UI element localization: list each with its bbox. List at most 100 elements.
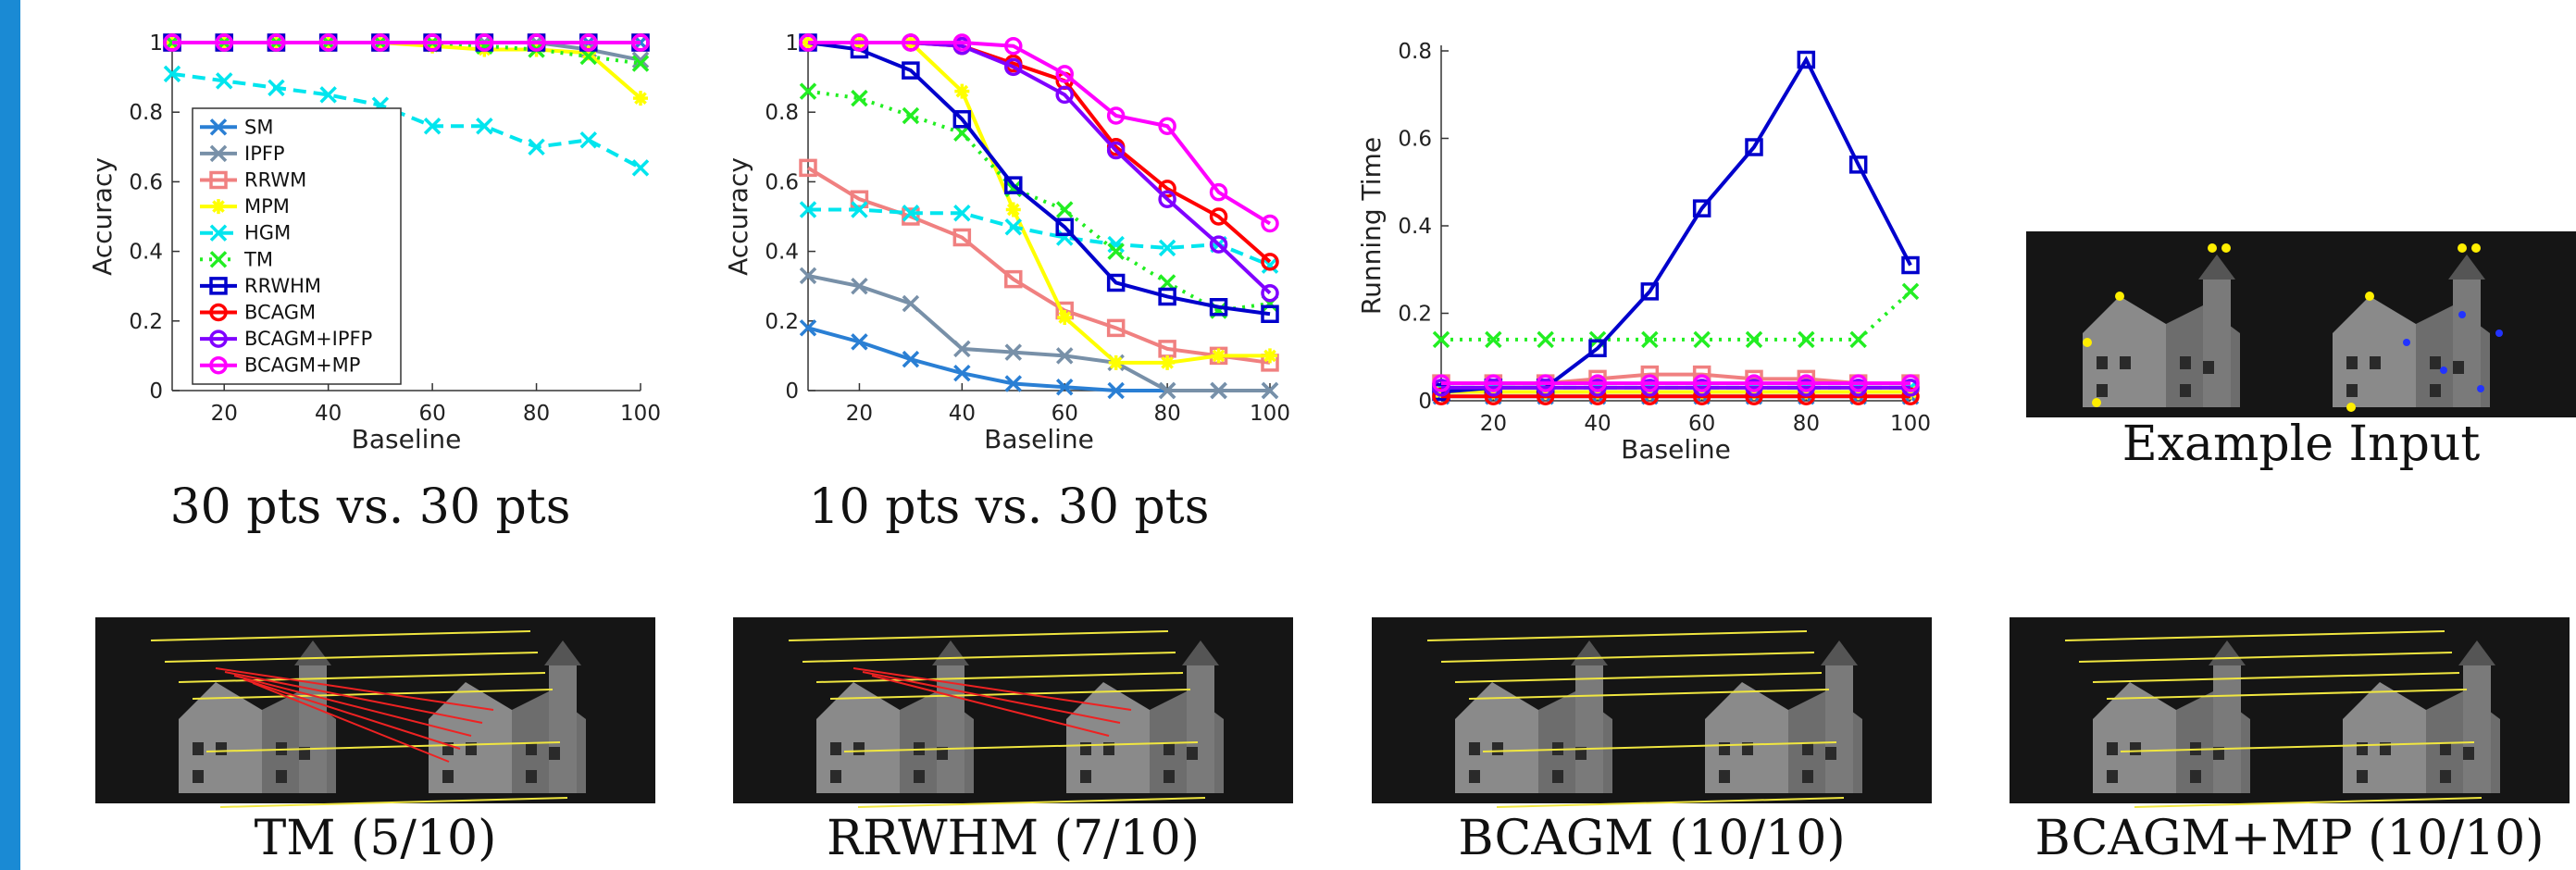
legend-label: TM	[243, 248, 273, 270]
match-line	[2064, 630, 2445, 641]
data-point	[1055, 85, 1074, 105]
y-tick-label: 0.8	[129, 101, 163, 125]
series-line	[807, 273, 1270, 392]
x-tick-label: 60	[418, 402, 445, 426]
data-point	[631, 159, 650, 177]
data-point	[1588, 374, 1607, 392]
x-tick-label: 100	[1890, 412, 1931, 436]
data-point	[1209, 183, 1228, 202]
x-tick-label: 40	[1584, 412, 1611, 436]
data-point	[1158, 239, 1176, 257]
data-point	[1484, 374, 1503, 392]
y-tick-label: 0.4	[129, 241, 163, 265]
data-point	[954, 83, 970, 99]
data-point	[1108, 354, 1124, 370]
data-point	[1798, 330, 1815, 349]
data-point	[1537, 330, 1554, 349]
legend-label: RRWHM	[244, 275, 321, 297]
series-line	[172, 41, 642, 100]
x-tick-label: 100	[1250, 402, 1290, 426]
match-line	[219, 797, 568, 808]
data-point	[1210, 381, 1227, 400]
data-point	[953, 205, 971, 222]
data-point	[527, 33, 546, 52]
data-point	[1004, 375, 1023, 392]
side-bar	[0, 0, 20, 870]
data-point	[1005, 202, 1021, 218]
data-point	[1261, 256, 1279, 274]
legend-marker	[209, 251, 228, 268]
x-tick-label: 80	[523, 402, 550, 426]
data-point	[953, 340, 971, 358]
match-line	[1496, 797, 1845, 808]
match-line	[815, 672, 1184, 683]
match-line	[1454, 672, 1823, 683]
data-point	[1745, 138, 1763, 156]
data-point	[163, 65, 181, 83]
x-tick-label: 20	[1480, 412, 1507, 436]
data-point	[268, 79, 285, 97]
data-point	[1640, 282, 1660, 301]
data-point	[850, 33, 869, 52]
x-tick-label: 20	[211, 402, 238, 426]
result-caption: RRWHM (7/10)	[827, 811, 1200, 866]
data-point	[799, 82, 817, 100]
data-point	[1004, 57, 1023, 76]
x-tick-label: 40	[949, 402, 976, 426]
wrong-match	[852, 667, 1132, 711]
data-point	[1209, 235, 1228, 254]
data-point	[1261, 304, 1279, 324]
y-tick-label: 0.2	[765, 310, 799, 334]
data-point	[631, 55, 650, 72]
legend-label: BCAGM	[244, 302, 316, 324]
x-tick-label: 40	[315, 402, 342, 426]
y-tick-label: 0.2	[1398, 303, 1432, 327]
x-tick-label: 100	[620, 402, 661, 426]
data-point	[1106, 106, 1126, 125]
data-point	[319, 86, 337, 104]
data-point	[423, 118, 442, 135]
data-point	[476, 118, 493, 135]
data-point	[1057, 310, 1073, 326]
data-point	[1261, 284, 1279, 303]
y-tick-label: 0	[785, 379, 799, 404]
match-line	[1482, 741, 1837, 752]
series-line	[808, 207, 1271, 267]
data-point	[579, 33, 598, 52]
y-tick-label: 0.4	[1398, 215, 1432, 239]
data-point	[1004, 343, 1023, 361]
chart-caption: 10 pts vs. 30 pts	[809, 479, 1210, 535]
data-point	[1640, 374, 1660, 392]
data-point	[902, 205, 920, 222]
series-line	[807, 41, 1271, 317]
y-tick-label: 0.8	[1398, 40, 1432, 64]
legend-label: IPFP	[244, 143, 285, 165]
match-line	[2106, 689, 2468, 700]
y-tick-label: 0.6	[765, 170, 799, 194]
y-tick-label: 0.4	[765, 241, 799, 265]
x-tick-label: 80	[1153, 402, 1180, 426]
data-point	[1055, 379, 1074, 396]
data-point	[267, 33, 286, 52]
data-point	[1158, 190, 1176, 208]
data-point	[631, 33, 650, 52]
data-point	[633, 91, 648, 106]
data-point	[1901, 282, 1920, 301]
result-image	[1372, 617, 1932, 808]
data-point	[1848, 155, 1868, 174]
result-caption: BCAGM (10/10)	[1458, 811, 1845, 866]
data-point	[631, 51, 650, 69]
data-point	[902, 33, 920, 52]
match-line	[857, 797, 1206, 808]
legend-label: BCAGM+MP	[244, 354, 360, 377]
match-line	[150, 630, 531, 641]
data-point	[851, 333, 868, 351]
data-point	[1106, 141, 1126, 160]
data-point	[799, 319, 817, 337]
x-tick-label: 60	[1688, 412, 1715, 436]
data-point	[1849, 330, 1867, 349]
data-point	[1797, 374, 1816, 392]
data-point	[215, 33, 233, 52]
